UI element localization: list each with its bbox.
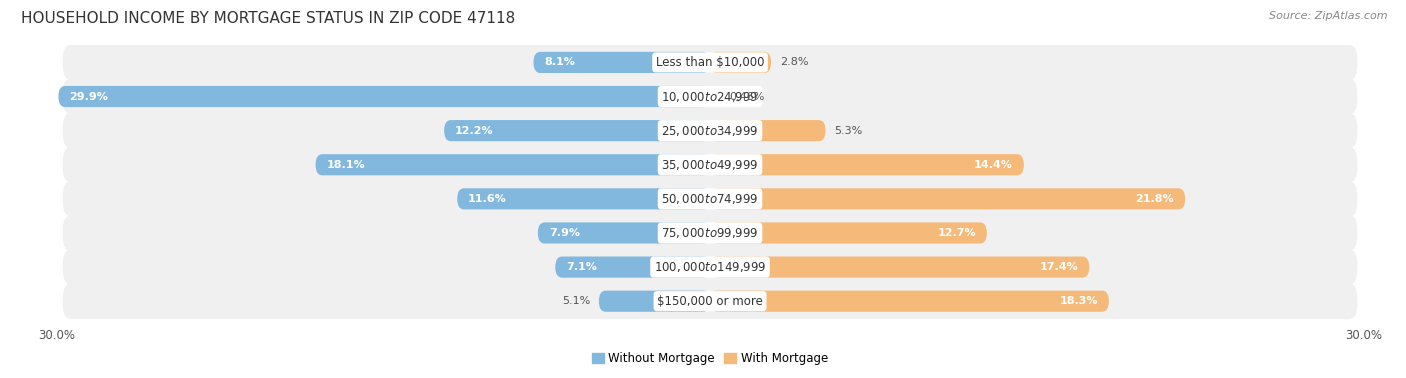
Text: $35,000 to $49,999: $35,000 to $49,999 (661, 158, 759, 172)
Text: 29.9%: 29.9% (69, 91, 108, 102)
Text: $10,000 to $24,999: $10,000 to $24,999 (661, 90, 759, 104)
FancyBboxPatch shape (63, 181, 1357, 217)
FancyBboxPatch shape (710, 188, 1185, 209)
Text: 11.6%: 11.6% (468, 194, 508, 204)
FancyBboxPatch shape (710, 86, 720, 107)
Text: 21.8%: 21.8% (1136, 194, 1174, 204)
Text: 14.4%: 14.4% (974, 160, 1012, 170)
FancyBboxPatch shape (457, 188, 710, 209)
Text: 8.1%: 8.1% (544, 57, 575, 67)
FancyBboxPatch shape (444, 120, 710, 141)
Text: 0.46%: 0.46% (728, 91, 763, 102)
FancyBboxPatch shape (710, 291, 1109, 312)
FancyBboxPatch shape (63, 45, 1357, 81)
FancyBboxPatch shape (599, 291, 710, 312)
FancyBboxPatch shape (63, 113, 1357, 149)
Text: $150,000 or more: $150,000 or more (657, 295, 763, 308)
FancyBboxPatch shape (63, 249, 1357, 285)
FancyBboxPatch shape (710, 154, 1024, 175)
FancyBboxPatch shape (63, 283, 1357, 319)
FancyBboxPatch shape (555, 257, 710, 278)
Text: $25,000 to $34,999: $25,000 to $34,999 (661, 124, 759, 138)
Text: 18.1%: 18.1% (326, 160, 366, 170)
FancyBboxPatch shape (59, 86, 710, 107)
FancyBboxPatch shape (63, 79, 1357, 115)
FancyBboxPatch shape (710, 257, 1090, 278)
FancyBboxPatch shape (63, 147, 1357, 183)
FancyBboxPatch shape (710, 222, 987, 243)
Text: 18.3%: 18.3% (1060, 296, 1098, 306)
FancyBboxPatch shape (538, 222, 710, 243)
Text: $100,000 to $149,999: $100,000 to $149,999 (654, 260, 766, 274)
FancyBboxPatch shape (710, 52, 770, 73)
FancyBboxPatch shape (315, 154, 710, 175)
FancyBboxPatch shape (63, 215, 1357, 251)
Text: 7.9%: 7.9% (548, 228, 579, 238)
FancyBboxPatch shape (710, 120, 825, 141)
Text: Less than $10,000: Less than $10,000 (655, 56, 765, 69)
Text: 7.1%: 7.1% (567, 262, 598, 272)
Text: $50,000 to $74,999: $50,000 to $74,999 (661, 192, 759, 206)
Legend: Without Mortgage, With Mortgage: Without Mortgage, With Mortgage (588, 347, 832, 370)
Text: 2.8%: 2.8% (780, 57, 808, 67)
Text: Source: ZipAtlas.com: Source: ZipAtlas.com (1270, 11, 1388, 21)
Text: $75,000 to $99,999: $75,000 to $99,999 (661, 226, 759, 240)
Text: 12.2%: 12.2% (456, 125, 494, 136)
FancyBboxPatch shape (533, 52, 710, 73)
Text: 17.4%: 17.4% (1039, 262, 1078, 272)
Text: 5.3%: 5.3% (834, 125, 862, 136)
Text: 5.1%: 5.1% (562, 296, 591, 306)
Text: 12.7%: 12.7% (938, 228, 976, 238)
Text: HOUSEHOLD INCOME BY MORTGAGE STATUS IN ZIP CODE 47118: HOUSEHOLD INCOME BY MORTGAGE STATUS IN Z… (21, 11, 516, 26)
